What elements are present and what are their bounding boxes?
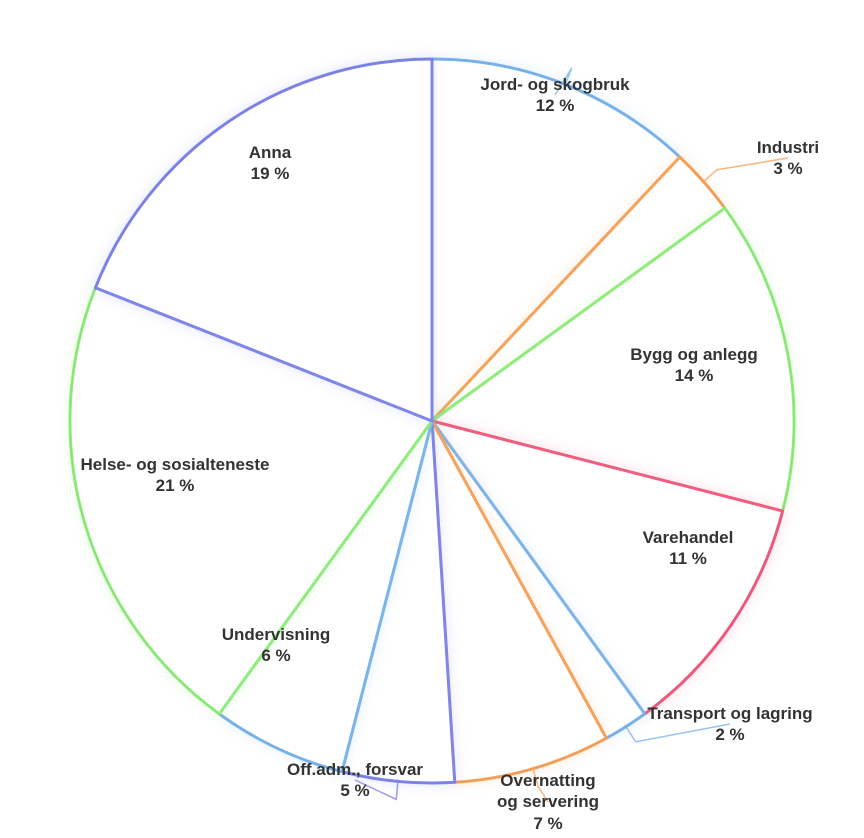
- label-connector-1: [702, 158, 788, 183]
- label-connector-5: [532, 767, 548, 802]
- label-connector-4: [625, 724, 730, 742]
- pie-svg: [0, 0, 864, 838]
- label-connector-6: [355, 779, 398, 799]
- employment-sectors-pie-chart: Jord- og skogbruk12 %Industri3 %Bygg og …: [0, 0, 864, 838]
